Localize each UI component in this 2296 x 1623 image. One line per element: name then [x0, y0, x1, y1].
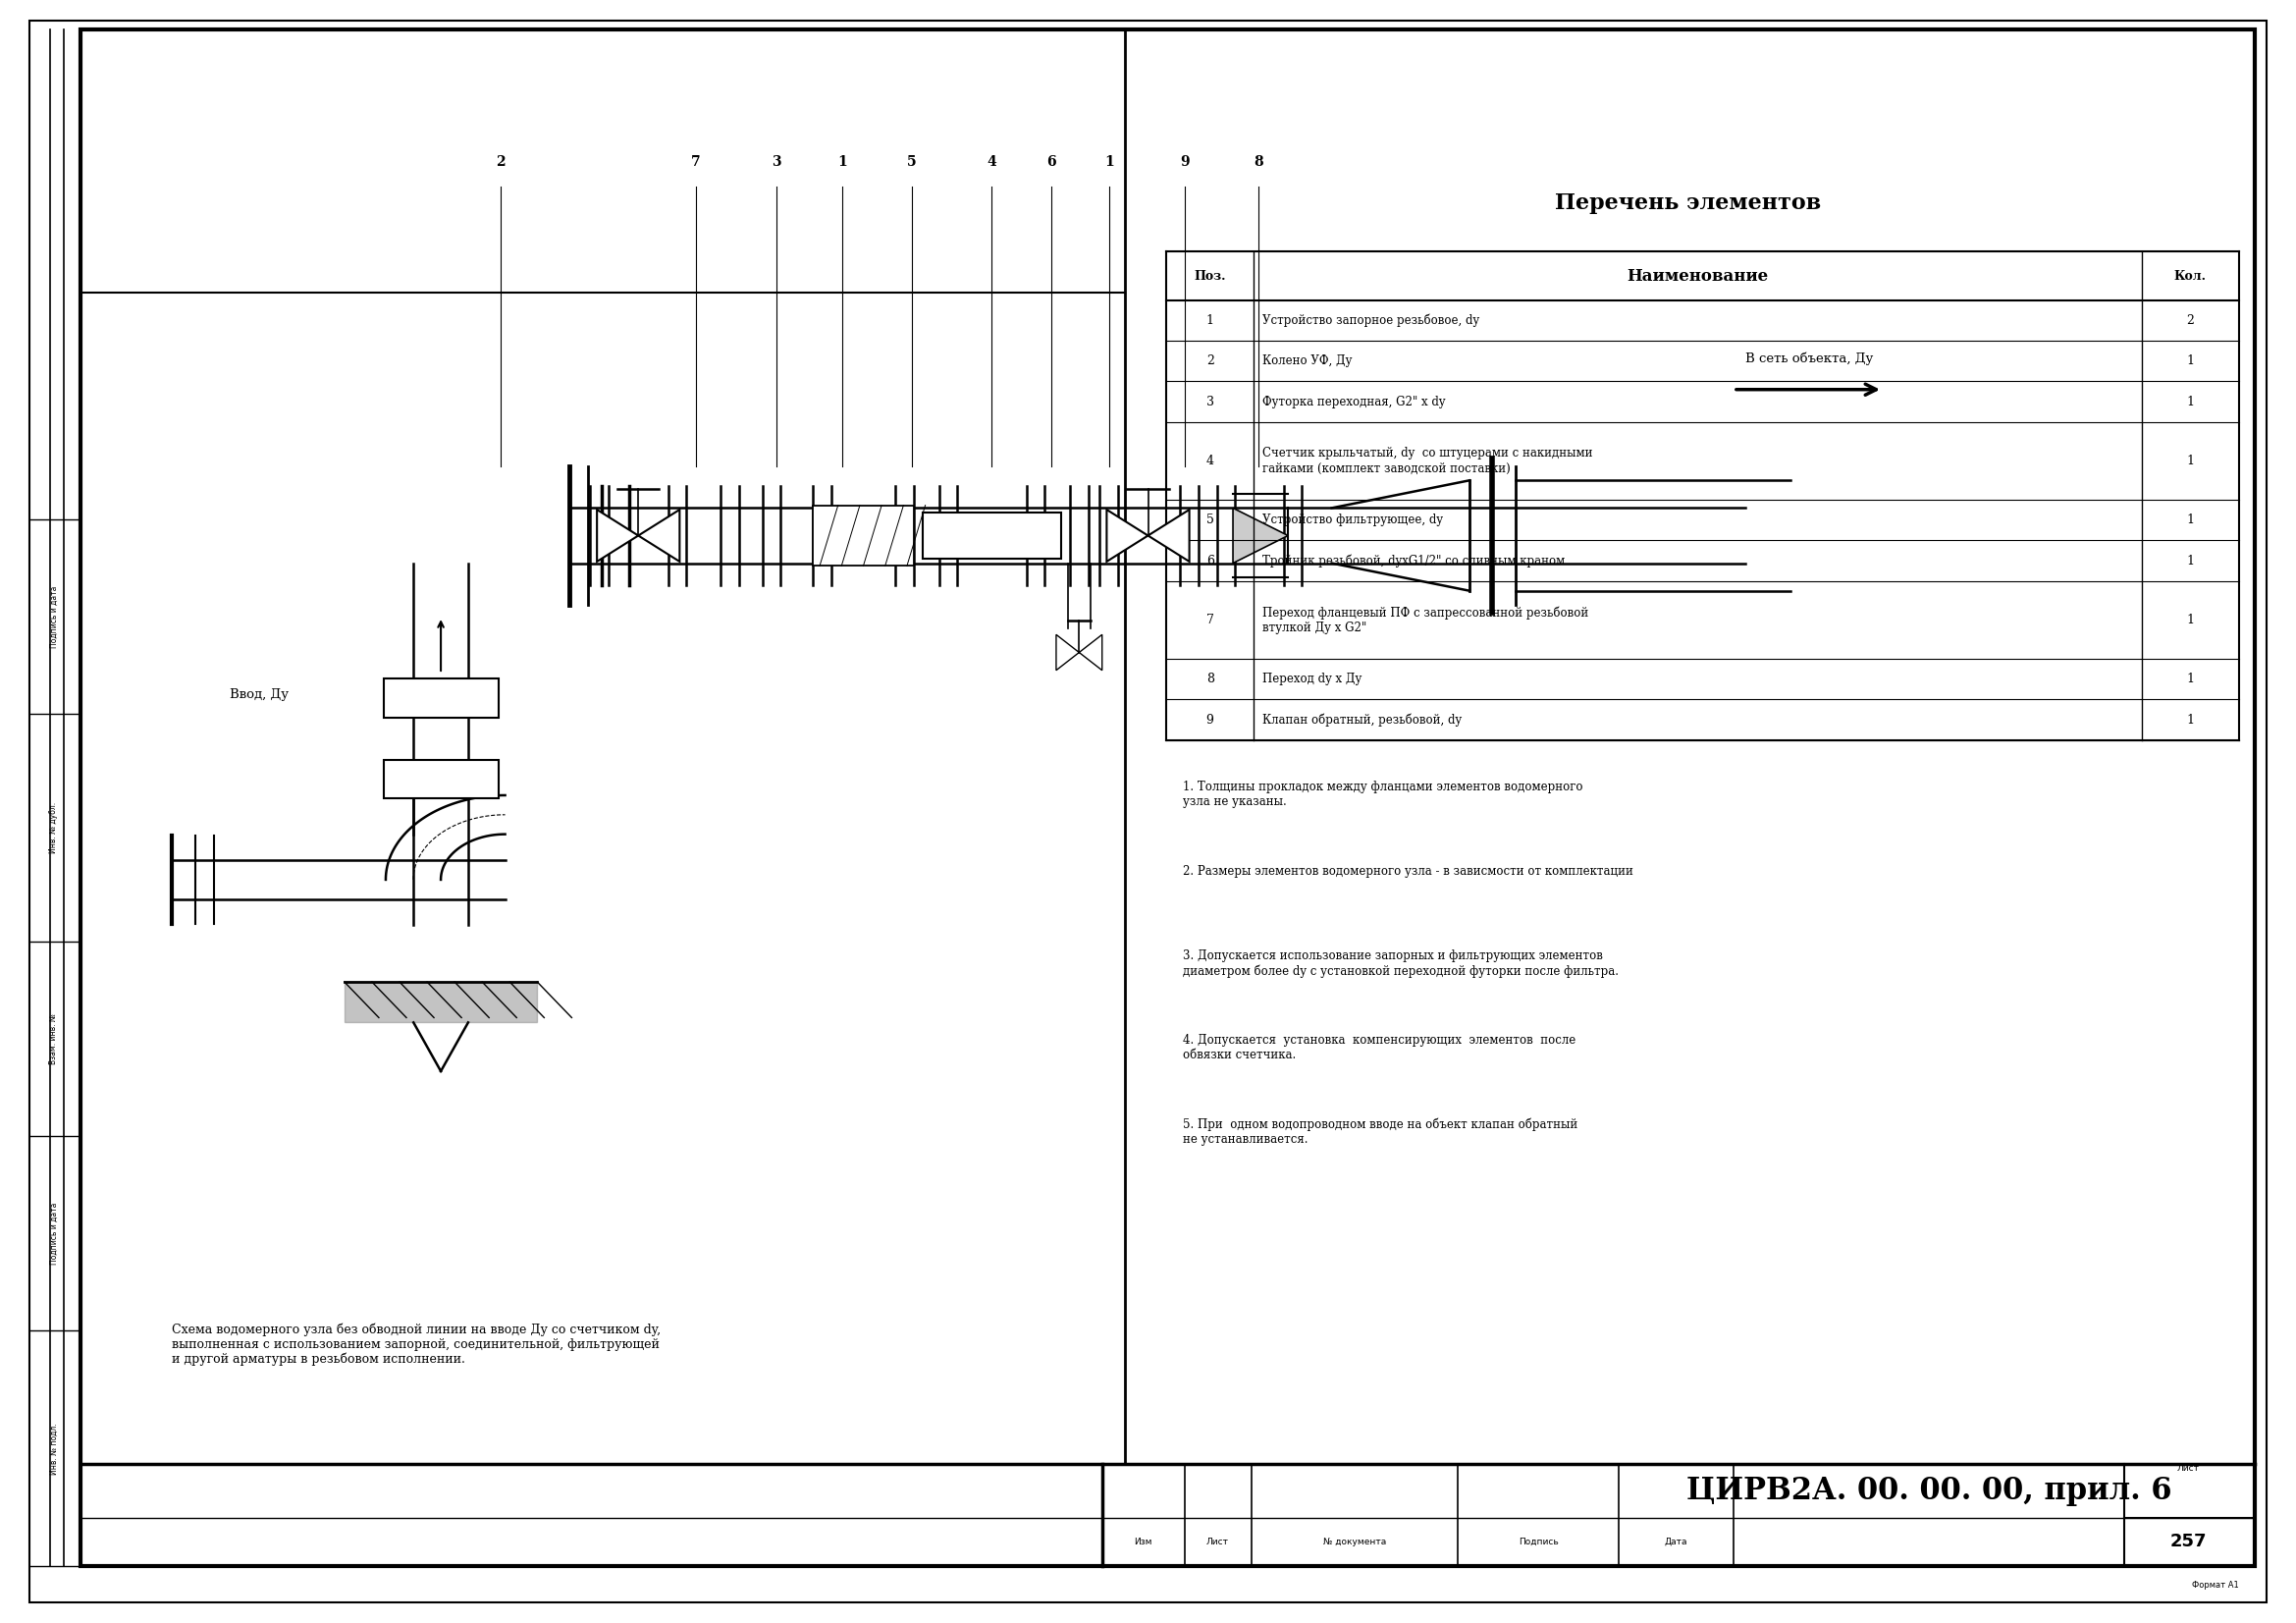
Text: Изм: Изм [1134, 1537, 1153, 1547]
Polygon shape [344, 982, 537, 1022]
Text: Инв. № дубл.: Инв. № дубл. [51, 802, 57, 854]
Text: 5. При  одном водопроводном вводе на объект клапан обратный
не устанавливается.: 5. При одном водопроводном вводе на объе… [1182, 1118, 1577, 1146]
Text: Формат А1: Формат А1 [2193, 1581, 2239, 1591]
Text: 2: 2 [1205, 355, 1215, 367]
Text: Взам. инв. №: Взам. инв. № [51, 1013, 57, 1065]
Text: Инв. № подл.: Инв. № подл. [51, 1423, 57, 1474]
Text: Переход фланцевый ПФ с запрессованной резьбовой
втулкой Ду х G2": Переход фланцевый ПФ с запрессованной ре… [1263, 605, 1589, 635]
Text: 7: 7 [1205, 613, 1215, 626]
Text: Футорка переходная, G2" x dy: Футорка переходная, G2" x dy [1263, 396, 1446, 407]
Text: 8: 8 [1254, 156, 1263, 169]
Text: 1: 1 [2186, 613, 2195, 626]
Polygon shape [1079, 635, 1102, 670]
Bar [813, 505, 914, 566]
Text: Дата: Дата [1665, 1537, 1688, 1547]
Text: Устройство запорное резьбовое, dy: Устройство запорное резьбовое, dy [1263, 313, 1481, 328]
Text: 3: 3 [1205, 396, 1215, 407]
Text: 3: 3 [771, 156, 781, 169]
Bar [383, 760, 498, 799]
Text: 1: 1 [2186, 396, 2195, 407]
Bar [923, 513, 1061, 558]
Text: 6: 6 [1205, 555, 1215, 566]
Text: Переход dy х Ду: Переход dy х Ду [1263, 674, 1362, 685]
Text: 1: 1 [1205, 315, 1215, 326]
Text: 3. Допускается использование запорных и фильтрующих элементов
диаметром более dy: 3. Допускается использование запорных и … [1182, 949, 1619, 977]
Polygon shape [597, 510, 638, 562]
Polygon shape [1107, 510, 1148, 562]
Text: 5: 5 [1205, 514, 1215, 526]
Text: 1: 1 [2186, 454, 2195, 467]
Text: 1: 1 [2186, 355, 2195, 367]
Text: 8: 8 [1205, 674, 1215, 685]
Text: 1. Толщины прокладок между фланцами элементов водомерного
узла не указаны.: 1. Толщины прокладок между фланцами элем… [1182, 781, 1582, 808]
Text: 4: 4 [987, 156, 996, 169]
Text: 4. Допускается  установка  компенсирующих  элементов  после
обвязки счетчика.: 4. Допускается установка компенсирующих … [1182, 1034, 1575, 1061]
Text: № документа: № документа [1322, 1537, 1387, 1547]
Text: 257: 257 [2170, 1534, 2206, 1550]
Text: Наименование: Наименование [1628, 268, 1768, 284]
Text: 1: 1 [838, 156, 847, 169]
Text: Ввод, Ду: Ввод, Ду [230, 688, 289, 701]
Text: 2: 2 [496, 156, 505, 169]
Text: 9: 9 [1205, 714, 1215, 725]
Text: 2. Размеры элементов водомерного узла - в зависмости от комплектации: 2. Размеры элементов водомерного узла - … [1182, 865, 1632, 878]
Text: 2: 2 [2186, 315, 2195, 326]
Text: Кол.: Кол. [2174, 269, 2206, 282]
Text: 7: 7 [691, 156, 700, 169]
Text: Подпись и дата: Подпись и дата [51, 586, 57, 648]
Text: Схема водомерного узла без обводной линии на вводе Ду со счетчиком dy,
выполненн: Схема водомерного узла без обводной лини… [172, 1323, 661, 1367]
Text: Подпись: Подпись [1518, 1537, 1559, 1547]
Polygon shape [1233, 508, 1288, 563]
Text: 1: 1 [2186, 514, 2195, 526]
Text: Поз.: Поз. [1194, 269, 1226, 282]
Text: 4: 4 [1205, 454, 1215, 467]
Text: 5: 5 [907, 156, 916, 169]
Text: Клапан обратный, резьбовой, dy: Клапан обратный, резьбовой, dy [1263, 712, 1463, 727]
Text: Тройник резьбовой, dyхG1/2" со сливным краном: Тройник резьбовой, dyхG1/2" со сливным к… [1263, 553, 1566, 568]
Text: Счетчик крыльчатый, dy  со штуцерами с накидными
гайками (комплект заводской пос: Счетчик крыльчатый, dy со штуцерами с на… [1263, 448, 1593, 474]
Text: Устройство фильтрующее, dy: Устройство фильтрующее, dy [1263, 514, 1444, 526]
Polygon shape [1148, 510, 1189, 562]
Bar [383, 678, 498, 717]
Text: 1: 1 [2186, 714, 2195, 725]
Text: Лист: Лист [2177, 1464, 2200, 1474]
Text: 1: 1 [1104, 156, 1114, 169]
Text: Подпись и дата: Подпись и дата [51, 1203, 57, 1264]
Text: 1: 1 [2186, 674, 2195, 685]
Text: 6: 6 [1047, 156, 1056, 169]
Polygon shape [638, 510, 680, 562]
Text: 9: 9 [1180, 156, 1189, 169]
Text: ЦИРВ2А. 00. 00. 00, прил. 6: ЦИРВ2А. 00. 00. 00, прил. 6 [1685, 1475, 2172, 1506]
Text: 1: 1 [2186, 555, 2195, 566]
Text: Перечень элементов: Перечень элементов [1554, 192, 1821, 214]
Text: В сеть объекта, Ду: В сеть объекта, Ду [1745, 352, 1874, 365]
Text: Колено УФ, Ду: Колено УФ, Ду [1263, 355, 1352, 367]
Polygon shape [1056, 635, 1079, 670]
Text: Лист: Лист [1205, 1537, 1228, 1547]
